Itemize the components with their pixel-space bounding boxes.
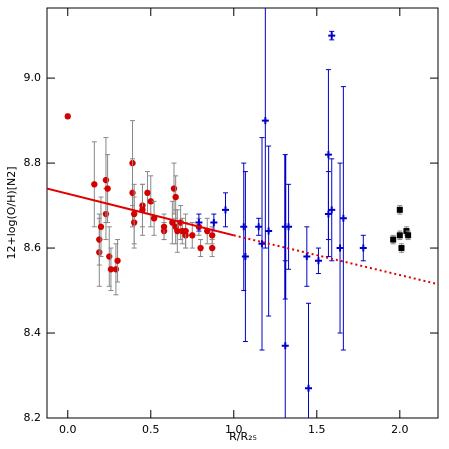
point (102, 176, 110, 184)
fit-line (233, 234, 439, 286)
fit-line (46, 187, 235, 237)
y-tick-label: 8.8 (24, 156, 42, 169)
point (398, 245, 405, 252)
point (64, 113, 71, 120)
point (324, 210, 332, 218)
point (258, 240, 266, 248)
point (174, 227, 181, 235)
x-tick-label: 1.0 (225, 423, 243, 436)
point (195, 219, 203, 227)
point (328, 206, 336, 214)
point (172, 193, 179, 201)
point (96, 236, 103, 243)
x-tick-label: 0.0 (59, 423, 77, 436)
point (210, 219, 218, 227)
point (208, 232, 216, 239)
point (208, 244, 216, 252)
point (129, 189, 136, 197)
point (314, 257, 322, 265)
point (147, 198, 154, 205)
y-tick-label: 8.6 (24, 241, 42, 254)
y-axis-label: 12+log(O/H)[N2] (5, 166, 18, 259)
point (170, 185, 178, 192)
point (261, 117, 269, 125)
point (281, 342, 289, 350)
point (405, 232, 412, 239)
point (114, 257, 121, 264)
point (255, 223, 263, 231)
point (324, 151, 332, 159)
point (104, 185, 111, 192)
x-axis-label: R/R₂₅ (229, 430, 257, 443)
point (130, 210, 138, 218)
point (285, 223, 293, 231)
point (182, 227, 189, 235)
point (390, 236, 397, 243)
plot-frame (46, 7, 439, 419)
point (106, 253, 113, 260)
point (304, 384, 312, 392)
point (221, 206, 229, 214)
point (144, 189, 151, 197)
point (339, 214, 347, 222)
y-tick-label: 9.0 (24, 71, 42, 84)
point (91, 181, 98, 188)
point (112, 266, 120, 273)
point (396, 232, 403, 239)
point (97, 223, 105, 231)
point (396, 206, 403, 213)
point (336, 244, 344, 252)
x-tick-label: 2.0 (391, 423, 409, 436)
point (160, 223, 168, 231)
x-tick-label: 1.5 (308, 423, 326, 436)
point (240, 223, 248, 231)
point (197, 244, 204, 252)
y-tick-label: 8.4 (24, 326, 42, 339)
x-tick-label: 0.5 (142, 423, 160, 436)
y-tick-label: 8.2 (24, 411, 42, 424)
point (241, 253, 249, 261)
point (303, 253, 311, 261)
point (265, 227, 273, 235)
point (359, 244, 367, 252)
point (107, 266, 115, 273)
point (189, 232, 196, 239)
point (328, 32, 336, 40)
